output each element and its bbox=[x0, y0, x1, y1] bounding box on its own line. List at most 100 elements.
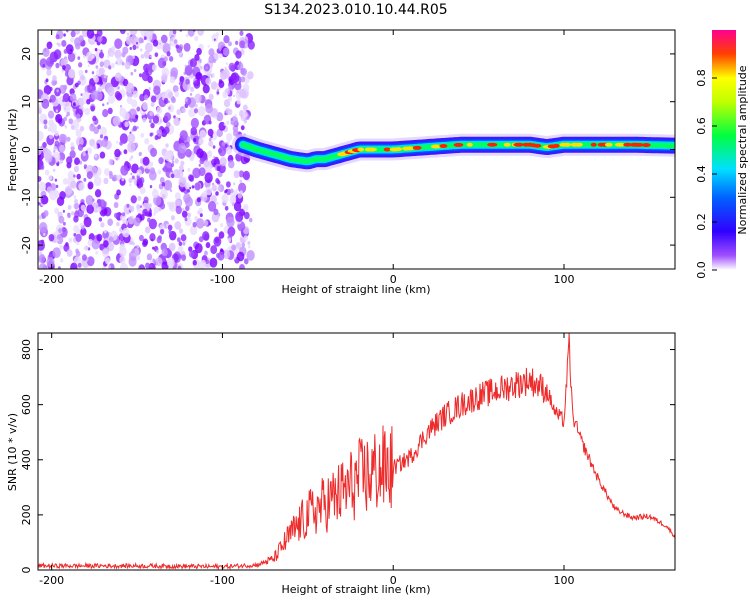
snr-series-line bbox=[38, 333, 675, 570]
noise-speck bbox=[102, 230, 109, 239]
noise-speck bbox=[168, 56, 174, 62]
noise-speck bbox=[136, 203, 141, 210]
noise-speck bbox=[114, 212, 119, 218]
signal-hotspot bbox=[590, 142, 597, 147]
noise-speck bbox=[137, 195, 142, 201]
noise-speck bbox=[237, 62, 244, 71]
noise-speck bbox=[67, 189, 73, 195]
top-x-tick-label: -100 bbox=[210, 273, 235, 286]
noise-speck bbox=[91, 54, 95, 59]
noise-speck bbox=[149, 111, 154, 117]
noise-speck bbox=[42, 64, 45, 68]
noise-speck bbox=[87, 247, 91, 251]
signal-track bbox=[231, 133, 675, 173]
noise-speck bbox=[236, 251, 245, 262]
signal-hotspot bbox=[533, 143, 542, 148]
noise-speck bbox=[176, 237, 181, 243]
noise-speck bbox=[233, 94, 236, 98]
noise-speck bbox=[142, 117, 147, 123]
noise-speck bbox=[170, 189, 173, 192]
noise-speck bbox=[161, 261, 169, 269]
noise-speck bbox=[136, 177, 143, 185]
noise-speck bbox=[233, 170, 240, 179]
noise-speck bbox=[189, 58, 198, 68]
noise-region bbox=[38, 30, 255, 269]
noise-speck bbox=[184, 240, 187, 243]
noise-speck bbox=[228, 62, 236, 72]
noise-speck bbox=[215, 191, 219, 196]
noise-speck bbox=[68, 118, 74, 125]
noise-speck bbox=[148, 170, 157, 181]
noise-speck bbox=[145, 262, 150, 269]
bottom-x-axis-label: Height of straight line (km) bbox=[281, 583, 430, 596]
noise-speck bbox=[129, 118, 133, 123]
noise-speck bbox=[87, 181, 94, 190]
noise-speck bbox=[151, 64, 158, 71]
noise-speck bbox=[58, 228, 62, 234]
noise-speck bbox=[68, 237, 73, 243]
noise-speck bbox=[150, 147, 158, 157]
signal-hotspot bbox=[604, 142, 613, 147]
noise-speck bbox=[202, 84, 210, 94]
noise-speck bbox=[73, 174, 76, 178]
noise-speck bbox=[54, 178, 58, 182]
noise-speck bbox=[217, 186, 222, 191]
noise-speck bbox=[194, 215, 198, 221]
noise-speck bbox=[63, 49, 68, 54]
noise-speck bbox=[55, 34, 60, 40]
noise-speck bbox=[149, 119, 152, 124]
noise-speck bbox=[230, 72, 240, 84]
noise-speck bbox=[243, 119, 247, 124]
noise-speck bbox=[143, 94, 149, 101]
noise-speck bbox=[239, 30, 244, 36]
noise-speck bbox=[139, 186, 146, 195]
signal-hotspot bbox=[430, 144, 441, 149]
noise-speck bbox=[196, 218, 205, 229]
noise-speck bbox=[97, 206, 102, 212]
noise-speck bbox=[208, 93, 214, 101]
noise-speck bbox=[159, 202, 166, 210]
noise-speck bbox=[73, 225, 80, 233]
noise-speck bbox=[130, 71, 134, 76]
noise-speck bbox=[225, 61, 229, 65]
noise-speck bbox=[55, 109, 59, 113]
noise-speck bbox=[163, 179, 173, 191]
noise-speck bbox=[219, 156, 227, 167]
noise-speck bbox=[73, 165, 80, 173]
noise-speck bbox=[235, 50, 242, 59]
noise-speck bbox=[128, 256, 137, 267]
noise-speck bbox=[67, 52, 76, 63]
noise-speck bbox=[236, 90, 239, 94]
signal-hotspot bbox=[357, 147, 365, 152]
top-y-tick-label: -20 bbox=[20, 236, 33, 254]
noise-speck bbox=[156, 129, 163, 137]
noise-speck bbox=[154, 52, 159, 58]
noise-speck bbox=[199, 65, 203, 70]
noise-speck bbox=[103, 74, 107, 79]
noise-speck bbox=[68, 68, 76, 79]
noise-speck bbox=[67, 213, 71, 219]
noise-speck bbox=[114, 49, 122, 59]
noise-speck bbox=[164, 161, 173, 173]
noise-speck bbox=[200, 259, 206, 267]
noise-speck bbox=[196, 197, 201, 203]
noise-speck bbox=[99, 83, 102, 87]
noise-speck bbox=[210, 81, 218, 90]
noise-speck bbox=[119, 243, 126, 252]
noise-speck bbox=[150, 122, 155, 129]
chart-title: S134.2023.010.10.44.R05 bbox=[264, 2, 447, 18]
top-x-tick-label: 100 bbox=[553, 273, 574, 286]
noise-speck bbox=[211, 184, 217, 192]
colorbar-label: Normalized spectral amplitude bbox=[736, 65, 749, 234]
colorbar-tick-label: 0.6 bbox=[695, 117, 708, 135]
noise-speck bbox=[114, 38, 123, 49]
signal-hotspot bbox=[503, 142, 511, 147]
noise-speck bbox=[178, 177, 187, 188]
noise-speck bbox=[225, 189, 228, 192]
noise-speck bbox=[90, 105, 96, 112]
noise-speck bbox=[172, 85, 179, 93]
noise-speck bbox=[132, 90, 139, 99]
noise-speck bbox=[61, 69, 65, 73]
noise-speck bbox=[41, 98, 50, 109]
noise-speck bbox=[242, 203, 249, 212]
